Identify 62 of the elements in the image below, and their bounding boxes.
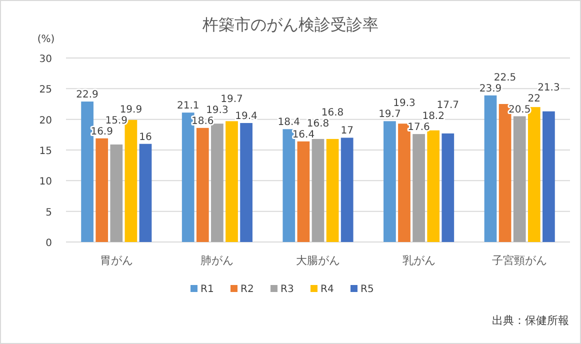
bar [182,112,194,242]
data-label: 19.3 [393,98,416,110]
y-tick-label: 15 [39,146,52,157]
x-tick-label: 乳がん [402,254,436,267]
bar [326,138,339,242]
bar [513,116,526,242]
data-label: 21.3 [538,82,560,94]
bar [484,95,497,242]
source-note: 出典：保健所報 [492,314,569,327]
legend-label: R4 [320,284,334,295]
data-label: 15.9 [105,115,128,126]
y-axis-title: (%) [37,34,55,45]
data-label: 18.2 [422,111,444,122]
data-label: 17.7 [436,100,460,112]
data-label: 21.1 [176,100,200,112]
bar [412,134,425,242]
bar [398,124,410,242]
data-label: 22.9 [76,90,98,101]
data-label: 22 [528,93,541,104]
bar [211,124,224,242]
bar [384,121,396,242]
legend-label: R2 [240,284,254,295]
bar [427,130,440,242]
legend-label: R5 [360,284,374,295]
y-tick-label: 10 [39,176,52,188]
y-tick-label: 30 [39,54,52,65]
data-label: 19.7 [220,94,243,105]
bar [542,111,555,242]
bar [81,102,94,242]
y-tick-label: 5 [46,207,52,218]
bar [312,138,324,242]
data-label: 19.3 [206,104,228,116]
legend-label: R3 [280,284,294,295]
data-label: 19.7 [378,109,401,120]
bar [340,138,354,242]
x-tick-label: 大腸がん [296,254,340,267]
data-label: 19.9 [120,104,142,116]
bar [196,128,209,242]
y-tick-label: 25 [39,84,52,96]
y-tick-label: 20 [39,115,52,126]
data-label: 22.5 [494,72,516,84]
y-tick-label: 0 [46,238,52,249]
bar [139,144,152,242]
data-label: 19.4 [235,111,258,122]
legend-label: R1 [200,284,214,295]
data-label: 16.8 [306,118,330,130]
data-label: 16 [139,132,152,143]
data-label: 23.9 [479,83,502,94]
bar [442,133,454,242]
data-label: 18.4 [278,117,300,128]
x-tick-label: 胃がん [100,254,133,267]
chart-title: 杵築市のがん検診受診率 [202,15,378,34]
bar [226,121,238,242]
bar [297,141,310,242]
x-tick-label: 子宮頸がん [492,254,548,267]
x-tick-label: 肺がん [200,254,234,267]
data-label: 16.8 [321,107,344,118]
data-label: 17 [340,126,354,137]
bar [282,129,296,242]
bar [110,144,123,242]
bar [96,138,108,242]
bar [240,123,252,242]
